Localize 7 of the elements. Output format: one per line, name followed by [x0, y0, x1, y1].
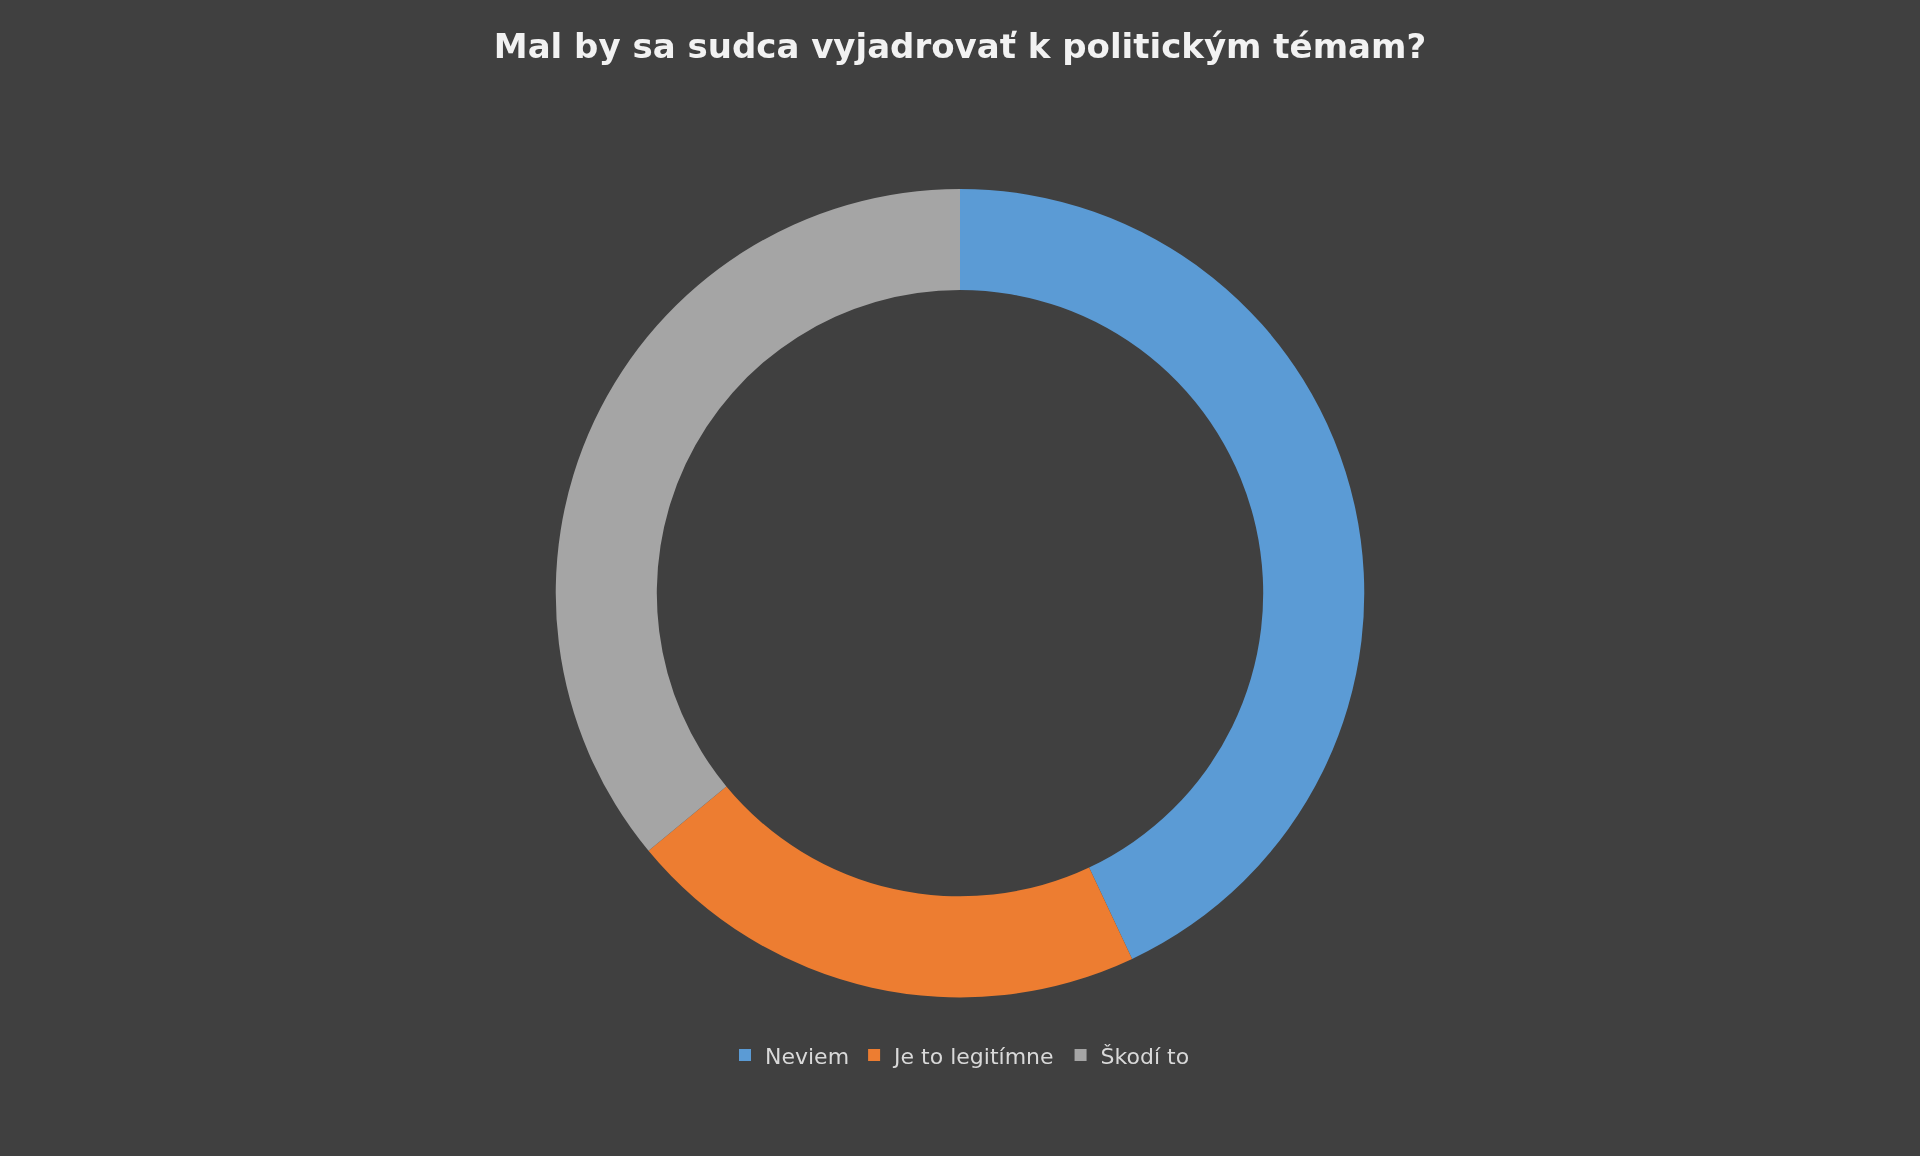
donut-slice: [556, 188, 960, 851]
donut-slice: [648, 786, 1133, 998]
legend-label: Je to legitímne: [892, 1043, 1054, 1069]
legend-label: Škodí to: [1100, 1043, 1190, 1069]
chart-title: Mal by sa sudca vyjadrovať k politickým témam?: [493, 26, 1427, 67]
legend-label: Neviem: [765, 1043, 850, 1069]
donut-slice: [960, 188, 1365, 959]
